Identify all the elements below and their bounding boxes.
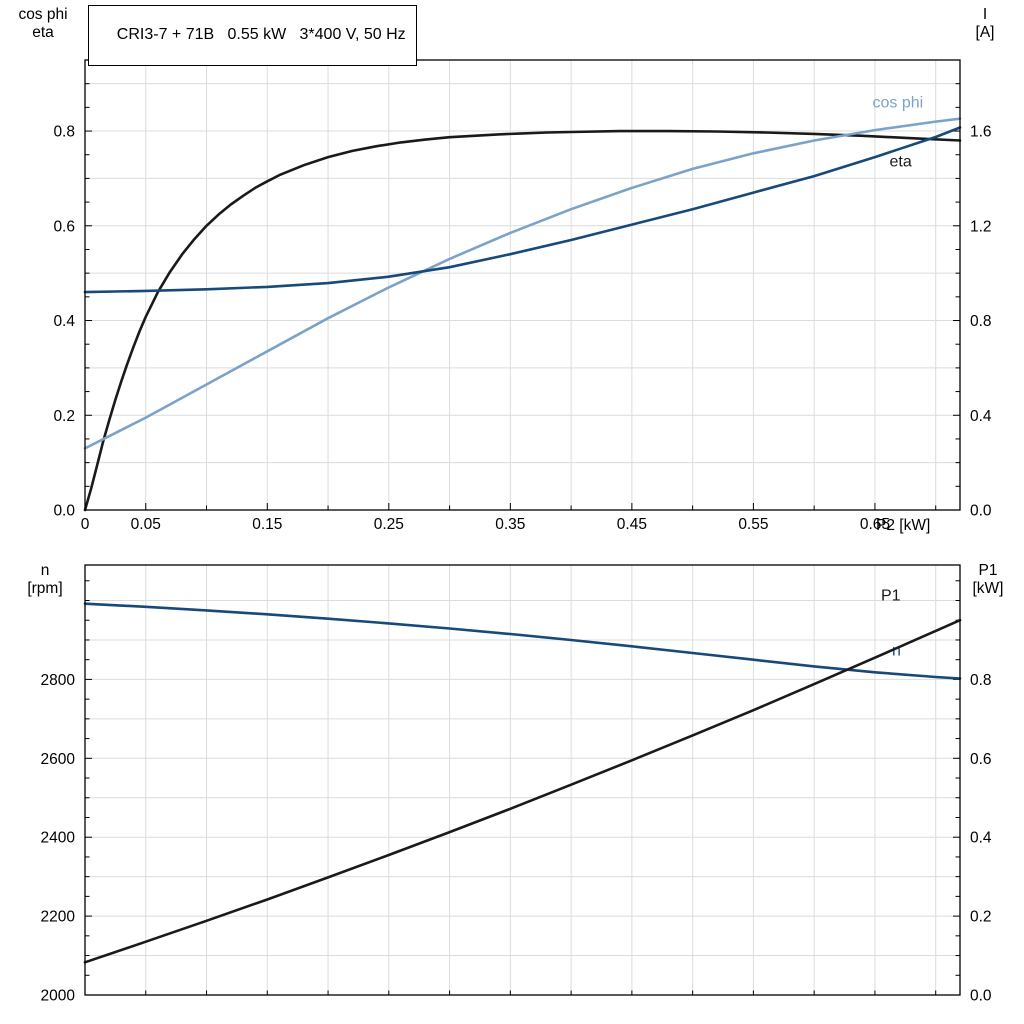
x-tick-label: 0.35 bbox=[495, 516, 525, 533]
curve-label-cos-phi: cos phi bbox=[873, 94, 924, 111]
y-tick-label: 0.6 bbox=[53, 218, 75, 235]
top-chart-right-axis-title: I [A] bbox=[953, 6, 1017, 42]
y-tick-label: 0.6 bbox=[970, 751, 992, 768]
bottom-chart-right-axis-title: P1 [kW] bbox=[955, 562, 1021, 598]
x-tick-label: 0.45 bbox=[617, 516, 647, 533]
x-tick-label: 0.25 bbox=[374, 516, 404, 533]
series-current bbox=[83, 126, 962, 294]
series-eta bbox=[83, 129, 962, 512]
axis-title-line-current: I bbox=[982, 6, 988, 23]
series-cos-phi bbox=[83, 117, 962, 450]
y-tick-label: 0.8 bbox=[970, 313, 992, 330]
y-tick-label: 2200 bbox=[41, 909, 76, 926]
chart-title-box: CRI3-7 + 71B 0.55 kW 3*400 V, 50 Hz bbox=[88, 5, 417, 66]
axis-title-line-ampere-unit: [A] bbox=[975, 24, 995, 41]
axis-ticks bbox=[85, 580, 960, 996]
x-tick-label: 0.15 bbox=[252, 516, 282, 533]
top-chart-x-axis-title: P2 [kW] bbox=[876, 517, 931, 534]
axis-title-line-speed: n bbox=[40, 562, 50, 579]
bottom-chart-left-axis-title: n [rpm] bbox=[8, 562, 82, 598]
x-tick-label: 0.55 bbox=[738, 516, 768, 533]
axis-title-line-rpm-unit: [rpm] bbox=[27, 580, 63, 597]
y-tick-label: 0.0 bbox=[53, 503, 75, 520]
chart-title: CRI3-7 + 71B 0.55 kW 3*400 V, 50 Hz bbox=[116, 26, 406, 43]
series-n bbox=[83, 602, 962, 680]
y-tick-label: 0.2 bbox=[970, 909, 992, 926]
chart-speed-power: 2000 2200 2400 2600 2800 0.0 0.2 0.4 0.6 0.8 n P1 bbox=[41, 564, 992, 1005]
axis-ticks bbox=[84, 83, 960, 511]
gridlines bbox=[85, 60, 960, 510]
axis-title-line-p1: P1 bbox=[978, 562, 998, 579]
y-tick-label: 0.8 bbox=[53, 124, 75, 141]
series-P1 bbox=[83, 618, 962, 964]
gridlines bbox=[85, 565, 960, 995]
y-tick-label: 0.0 bbox=[970, 988, 992, 1005]
y-tick-label: 0.4 bbox=[53, 313, 75, 330]
y-tick-label: 0.2 bbox=[53, 408, 75, 425]
y-tick-label: 0.4 bbox=[970, 408, 992, 425]
axis-title-line-kw-unit: [kW] bbox=[972, 580, 1004, 597]
y-tick-label: 2600 bbox=[41, 751, 76, 768]
plot-border bbox=[84, 564, 961, 996]
y-tick-label: 2800 bbox=[41, 672, 76, 689]
curve-label-P1: P1 bbox=[881, 588, 901, 605]
curve-label-n: n bbox=[892, 643, 901, 660]
plot-border bbox=[84, 59, 961, 511]
chart-motor-performance: 0 0.05 0.15 0.25 0.35 0.45 0.55 0.65 0.0 0.2 0.4 0.… bbox=[53, 59, 992, 533]
x-tick-label: 0.05 bbox=[131, 516, 161, 533]
y-tick-label: 0.0 bbox=[970, 503, 992, 520]
y-tick-label: 1.6 bbox=[970, 124, 992, 141]
y-tick-label: 0.8 bbox=[970, 672, 992, 689]
axis-title-line-cosphi: cos phi bbox=[18, 6, 68, 23]
curve-label-eta: eta bbox=[890, 154, 912, 171]
x-tick-label: 0.65 bbox=[860, 516, 890, 533]
y-tick-label: 2000 bbox=[41, 988, 76, 1005]
x-tick-label: 0 bbox=[81, 516, 90, 533]
y-tick-label: 1.2 bbox=[970, 218, 992, 235]
y-tick-label: 2400 bbox=[41, 830, 76, 847]
top-chart-left-axis-title: cos phi eta bbox=[6, 6, 80, 42]
y-tick-label: 0.4 bbox=[970, 830, 992, 847]
axis-title-line-eta: eta bbox=[32, 24, 54, 41]
